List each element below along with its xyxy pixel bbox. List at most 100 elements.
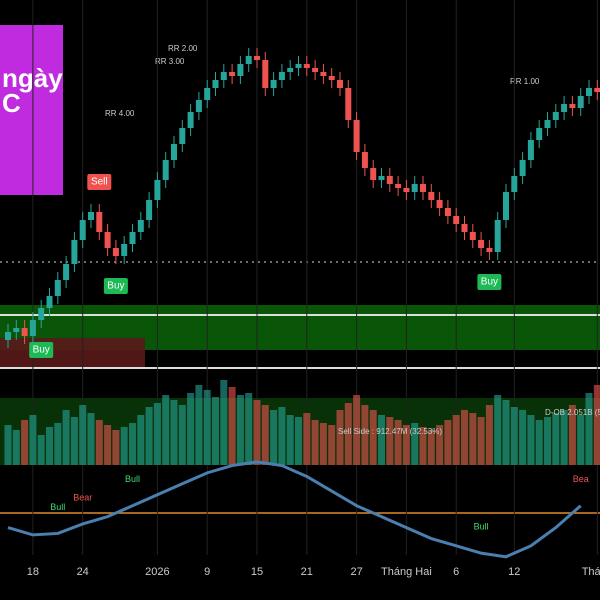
signal-tag <box>477 274 502 290</box>
candle-body <box>378 176 385 180</box>
volume-bar <box>502 400 510 465</box>
volume-bar <box>162 395 170 465</box>
oscillator-line <box>7 460 582 559</box>
candle-body <box>444 208 451 216</box>
candle-body <box>229 72 236 76</box>
candle-body <box>295 64 302 68</box>
volume-bar <box>552 413 560 465</box>
candle-body <box>586 88 592 96</box>
volume-bar <box>236 395 244 465</box>
volume-bar <box>29 415 37 465</box>
x-tick-label: 27 <box>350 566 362 578</box>
volume-bar <box>195 385 203 465</box>
volume-bar <box>361 405 369 465</box>
signal-label: Buy <box>33 345 50 356</box>
volume-bar <box>319 423 327 465</box>
candle-body <box>104 232 111 248</box>
candle-body <box>328 76 335 80</box>
x-tick-label: 18 <box>27 566 39 578</box>
candle-body <box>403 188 410 192</box>
volume-bar <box>311 420 319 465</box>
candle-body <box>594 88 600 92</box>
candle-body <box>461 224 468 232</box>
candle-body <box>519 160 526 176</box>
candle-body <box>370 168 377 180</box>
volume-bar <box>461 410 468 465</box>
candle-body <box>212 80 219 88</box>
volume-bar <box>54 423 62 465</box>
candle-body <box>129 232 136 244</box>
volume-bar <box>469 413 477 465</box>
volume-bar <box>37 435 45 465</box>
candle-body <box>46 296 53 308</box>
volume-bar <box>112 430 120 465</box>
promo-text: C <box>2 88 21 118</box>
volume-bar <box>95 420 103 465</box>
volume-bar <box>353 395 361 465</box>
candle-body <box>38 308 45 320</box>
volume-bar <box>245 393 253 465</box>
rr-label: RR 3.00 <box>155 57 185 66</box>
volume-bar <box>402 425 410 465</box>
candle-body <box>29 320 36 336</box>
x-tick-label: 2026 <box>145 566 169 578</box>
candle-body <box>112 248 119 256</box>
x-tick-label: 21 <box>301 566 313 578</box>
volume-bar <box>419 427 427 465</box>
volume-bar <box>477 417 485 465</box>
volume-bar <box>577 415 585 465</box>
volume-bar <box>560 410 568 465</box>
signal-label: Bull <box>125 474 140 484</box>
candle-body <box>544 120 551 128</box>
candle-body <box>527 140 534 160</box>
candle-body <box>71 240 78 264</box>
x-tick-label: Tháng Hai <box>381 566 432 578</box>
volume-bar <box>4 425 12 465</box>
candle-body <box>254 56 260 60</box>
candle-body <box>494 220 501 252</box>
signal-tag <box>103 278 128 294</box>
signal-label: Bull <box>474 522 489 532</box>
candle-body <box>162 160 169 180</box>
volume-bar <box>87 413 95 465</box>
candle-body <box>428 192 435 200</box>
rr-label: RR 2.00 <box>168 44 198 53</box>
candle-body <box>361 152 368 168</box>
candle-body <box>88 212 94 220</box>
volume-bar <box>593 385 600 465</box>
signal-label: Buy <box>481 277 498 288</box>
volume-bar <box>270 410 278 465</box>
volume-label: D-OB 2.051B (5 <box>545 408 600 417</box>
volume-bar <box>261 405 269 465</box>
rr-label: RR 4.00 <box>105 109 135 118</box>
volume-bar <box>62 410 70 465</box>
volume-bar <box>411 423 419 465</box>
volume-bar <box>568 405 576 465</box>
volume-bar <box>104 425 112 465</box>
volume-bar <box>544 417 551 465</box>
volume-bar <box>228 387 236 465</box>
volume-bar <box>120 427 128 465</box>
candle-body <box>469 232 476 240</box>
volume-bar <box>253 400 261 465</box>
candle-body <box>96 212 103 232</box>
volume-bar <box>12 430 20 465</box>
signal-label: Sell <box>91 177 108 188</box>
volume-label: Sell Side : 912.47M (32.53%) <box>338 427 442 436</box>
candle-body <box>13 328 20 332</box>
candle-body <box>345 88 352 120</box>
volume-bar <box>129 423 136 465</box>
candle-body <box>503 192 509 220</box>
volume-bar <box>452 415 460 465</box>
candle-body <box>179 128 186 144</box>
volume-bar <box>145 407 153 465</box>
volume-bar <box>21 420 29 465</box>
candle-body <box>270 80 277 88</box>
candle-body <box>220 72 227 80</box>
signal-label: Bea <box>573 474 589 484</box>
candle-body <box>171 144 177 160</box>
candle-body <box>511 176 518 192</box>
volume-bar <box>178 405 186 465</box>
